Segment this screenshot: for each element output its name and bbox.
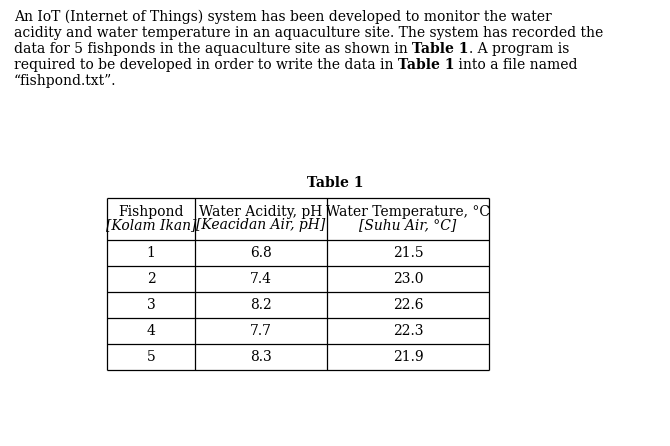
Text: data for 5 fishponds in the aquaculture site as shown in: data for 5 fishponds in the aquaculture … [14,42,412,56]
Text: Water Acidity, pH: Water Acidity, pH [200,205,323,219]
Text: 7.4: 7.4 [250,272,272,286]
Text: 3: 3 [147,298,155,312]
Text: 1: 1 [147,246,155,260]
Text: 4: 4 [147,324,155,338]
Text: 23.0: 23.0 [393,272,423,286]
Text: 2: 2 [147,272,155,286]
Text: [Kolam Ikan]: [Kolam Ikan] [106,218,196,232]
Text: [Suhu Air, °C]: [Suhu Air, °C] [359,218,457,232]
Text: 21.5: 21.5 [393,246,423,260]
Text: required to be developed in order to write the data in: required to be developed in order to wri… [14,58,398,72]
Text: into a file named: into a file named [454,58,578,72]
Text: 22.6: 22.6 [393,298,423,312]
Text: Fishpond: Fishpond [118,205,184,219]
Text: Table 1: Table 1 [412,42,468,56]
Text: [Keacidan Air, pH]: [Keacidan Air, pH] [196,218,326,232]
Text: Water Temperature, °C: Water Temperature, °C [326,205,490,219]
Text: 8.2: 8.2 [250,298,272,312]
Text: Table 1: Table 1 [398,58,454,72]
Text: 22.3: 22.3 [393,324,423,338]
Text: 5: 5 [147,350,155,364]
Text: . A program is: . A program is [468,42,569,56]
Text: Table 1: Table 1 [307,176,363,190]
Text: 21.9: 21.9 [393,350,423,364]
Text: 8.3: 8.3 [250,350,272,364]
Text: 6.8: 6.8 [250,246,272,260]
Text: An IoT (Internet of Things) system has been developed to monitor the water: An IoT (Internet of Things) system has b… [14,10,552,25]
Text: acidity and water temperature in an aquaculture site. The system has recorded th: acidity and water temperature in an aqua… [14,26,603,40]
Text: “fishpond.txt”.: “fishpond.txt”. [14,74,117,88]
Text: 7.7: 7.7 [250,324,272,338]
